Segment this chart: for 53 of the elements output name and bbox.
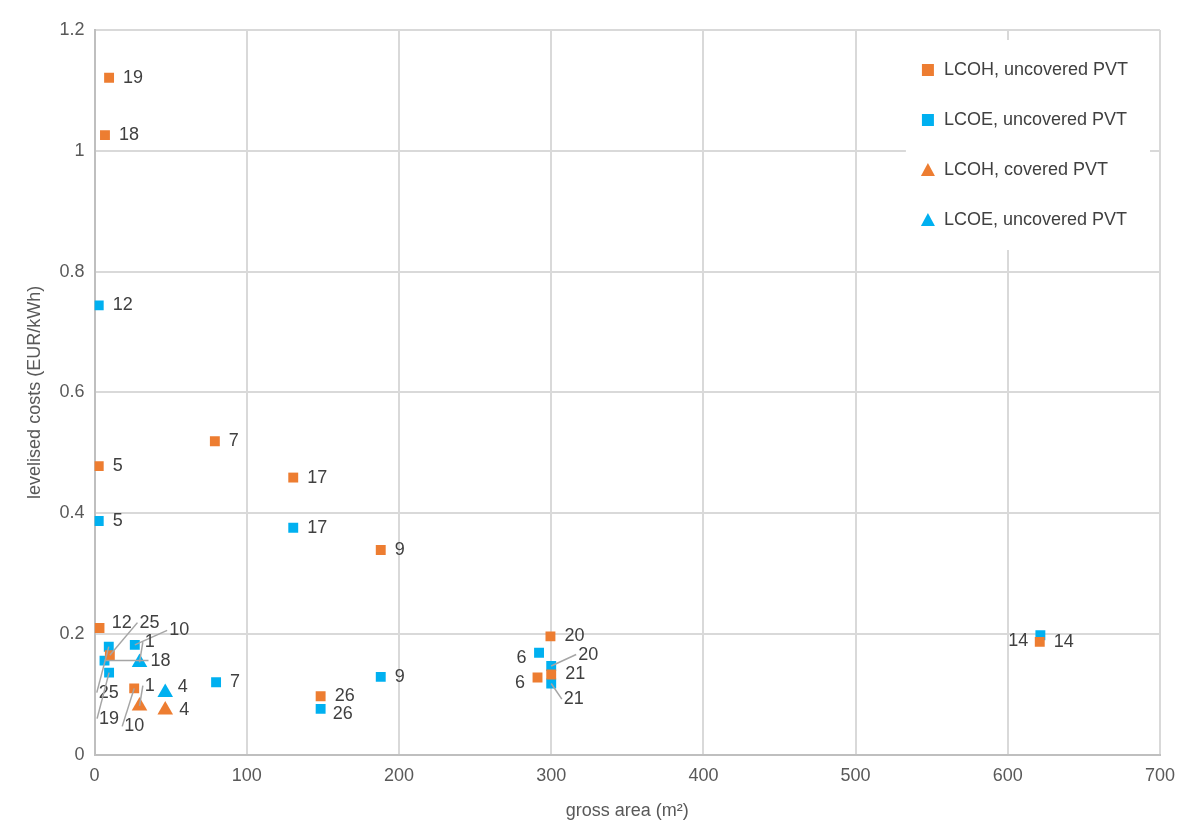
x-tick-label: 300 [536, 764, 567, 785]
y-tick-label: 1 [74, 139, 85, 160]
annotation: 10 [124, 715, 145, 736]
x-tick-label: 400 [688, 764, 719, 785]
y-tick-label: 0 [74, 743, 85, 764]
x-tick-label: 500 [840, 764, 871, 785]
annotation: 5 [112, 455, 123, 476]
annotation: 21 [565, 663, 586, 684]
annotation: 25 [139, 611, 160, 632]
legend-label: LCOE, uncovered PVT [943, 108, 1128, 129]
annotation: 21 [563, 688, 584, 709]
annotation: 25 [98, 681, 119, 702]
x-tick-label: 100 [231, 764, 262, 785]
annotation: 14 [1008, 629, 1029, 650]
y-tick-label: 0.8 [59, 260, 85, 281]
annotation: 14 [1053, 630, 1074, 651]
annotation: 17 [307, 466, 328, 487]
annotation: 26 [334, 685, 355, 706]
x-axis-title: gross area (m²) [565, 800, 689, 821]
x-tick-label: 200 [383, 764, 415, 785]
annotation: 6 [516, 647, 527, 668]
x-tick-label: 0 [89, 764, 100, 785]
annotation: 7 [230, 671, 241, 692]
y-axis-title: levelised costs (EUR/kWh) [23, 285, 44, 499]
annotation: 5 [112, 510, 123, 531]
y-tick-label: 0.2 [59, 622, 85, 643]
annotation: 18 [118, 124, 139, 145]
legend-label: LCOH, uncovered PVT [943, 58, 1128, 79]
annotation: 19 [99, 707, 120, 728]
y-tick-label: 0.4 [59, 502, 85, 523]
annotation: 9 [394, 665, 405, 686]
annotation: 17 [307, 516, 328, 537]
y-tick-label: 0.6 [59, 381, 85, 402]
annotation: 7 [228, 430, 239, 451]
annotation: 10 [169, 619, 190, 640]
annotation: 6 [514, 671, 525, 692]
annotation: 20 [564, 625, 585, 646]
x-tick-label: 600 [992, 764, 1023, 785]
annotation: 4 [177, 676, 188, 697]
annotation: 20 [578, 643, 599, 664]
annotation: 1 [144, 631, 155, 652]
legend-label: LCOE, uncovered PVT [943, 208, 1128, 229]
annotation: 18 [150, 649, 171, 670]
x-tick-label: 700 [1144, 764, 1176, 785]
annotation: 9 [394, 539, 405, 560]
legend-label: LCOH, covered PVT [943, 158, 1108, 179]
annotation: 12 [112, 294, 133, 315]
annotation: 26 [332, 703, 353, 724]
annotation: 19 [123, 66, 144, 87]
annotation: 4 [179, 699, 190, 720]
y-tick-label: 1.2 [59, 18, 85, 39]
annotation: 12 [111, 611, 132, 632]
annotation: 1 [144, 674, 155, 695]
